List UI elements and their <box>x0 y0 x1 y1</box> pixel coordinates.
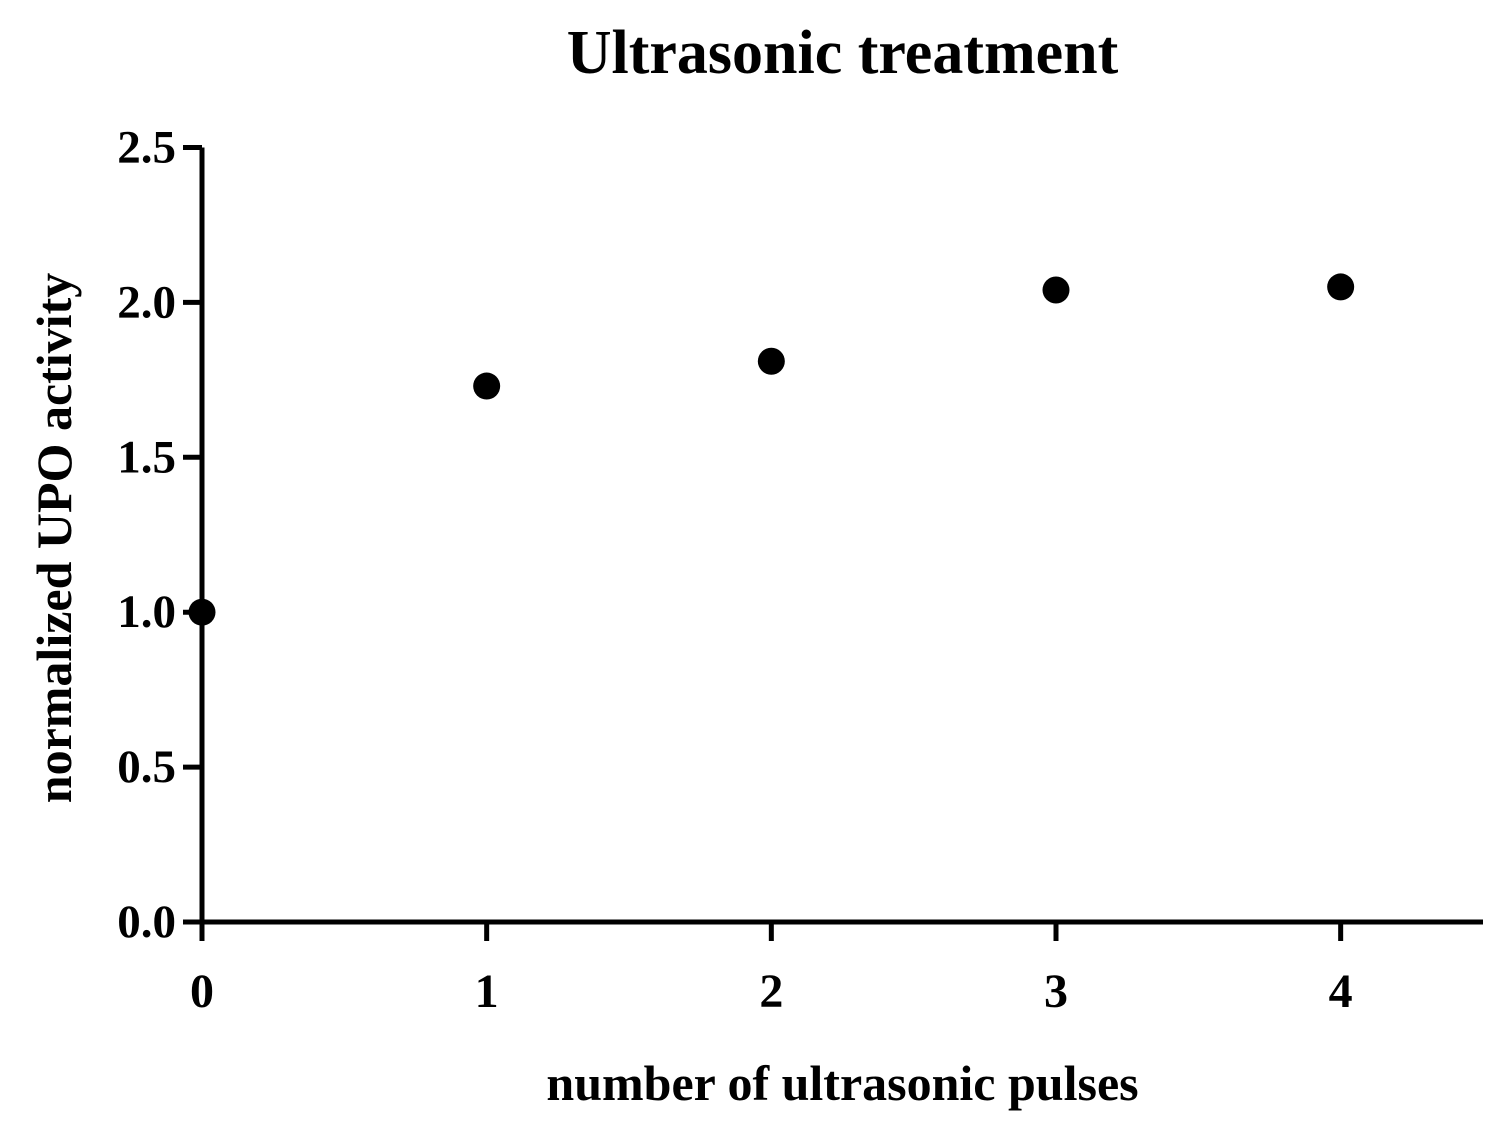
x-axis-label: number of ultrasonic pulses <box>546 1055 1139 1111</box>
data-point <box>1042 276 1070 304</box>
data-point <box>1327 273 1355 301</box>
x-tick-label: 3 <box>1044 965 1068 1018</box>
data-point <box>757 347 785 375</box>
y-tick-label: 1.0 <box>117 586 176 638</box>
x-tick-label: 0 <box>190 965 214 1018</box>
data-point <box>188 598 216 626</box>
x-tick-label: 2 <box>759 965 783 1018</box>
y-tick-label: 2.5 <box>117 122 176 174</box>
x-tick-label: 4 <box>1329 965 1353 1018</box>
y-axis-label: normalized UPO activity <box>26 272 82 804</box>
y-tick-label: 0.5 <box>117 741 176 793</box>
y-tick-label: 1.5 <box>117 431 176 483</box>
data-point <box>473 372 501 400</box>
y-tick-label: 2.0 <box>117 276 176 328</box>
y-tick-label: 0.0 <box>117 896 176 948</box>
chart-title: Ultrasonic treatment <box>566 19 1119 87</box>
x-tick-label: 1 <box>475 965 499 1018</box>
